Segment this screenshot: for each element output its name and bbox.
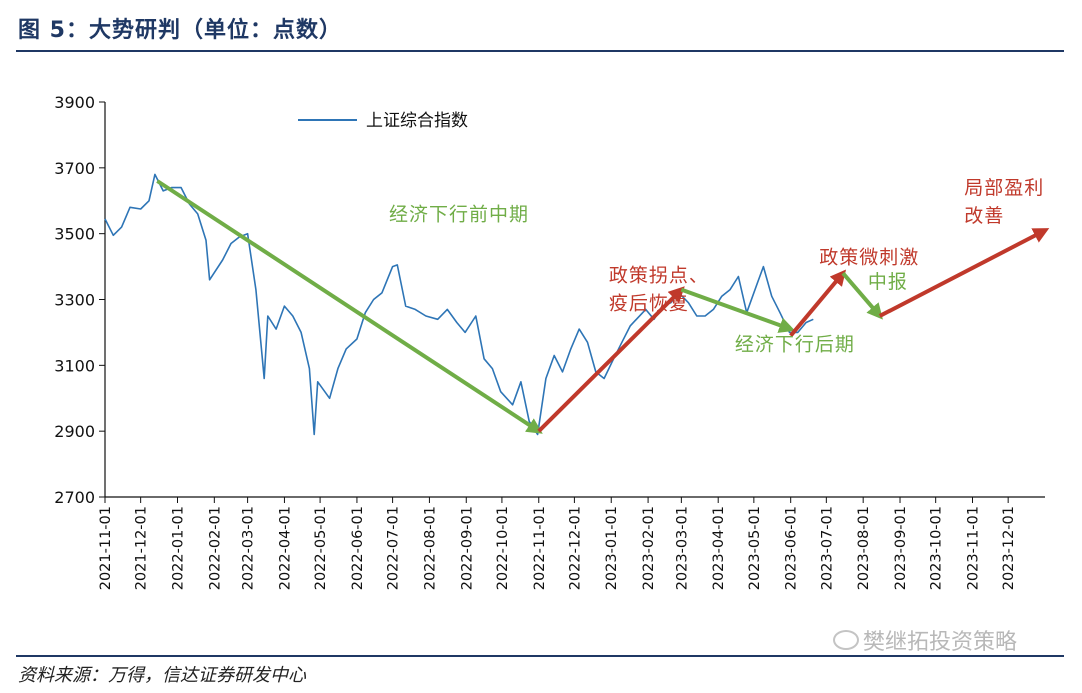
x-tick-label: 2022-12-01 [567, 506, 583, 590]
trend-arrow [878, 228, 1050, 318]
top-rule [16, 50, 1064, 52]
x-tick-label: 2023-12-01 [1001, 506, 1017, 590]
annotation-label: 经济下行前中期 [389, 204, 529, 226]
axes: 2700 2900 3100 3300 3500 3700 3900 2021-11-01 20… [54, 93, 1045, 590]
arrow-layer [156, 179, 1050, 434]
annotation-label: 中报 [868, 271, 908, 293]
x-tick-label: 2022-09-01 [459, 506, 475, 590]
x-tick-label: 2022-04-01 [277, 506, 293, 590]
x-tick-label: 2023-08-01 [856, 506, 872, 590]
x-tick-label: 2022-10-01 [495, 506, 511, 590]
x-tick-label: 2022-02-01 [207, 506, 223, 590]
x-tick-label: 2022-03-01 [241, 506, 257, 590]
y-tick-label: 2700 [54, 488, 95, 507]
trend-arrow [680, 287, 796, 333]
legend-label: 上证综合指数 [366, 111, 468, 131]
x-tick-label: 2023-07-01 [819, 506, 835, 590]
x-tick-label: 2022-11-01 [532, 506, 548, 590]
x-tick-label: 2023-01-01 [604, 506, 620, 590]
bottom-rule [16, 655, 1064, 657]
x-tick-label: 2023-03-01 [674, 506, 690, 590]
x-tick-label: 2023-04-01 [711, 506, 727, 590]
y-tick-label: 3500 [54, 225, 95, 244]
annotation-label: 局部盈利 [964, 177, 1044, 199]
x-tick-label: 2023-05-01 [747, 506, 763, 590]
annotation-label: 经济下行后期 [735, 334, 855, 356]
watermark: 樊继拓投资策略 [833, 624, 1017, 656]
trend-arrow [841, 271, 883, 320]
x-tick-label: 2022-05-01 [313, 506, 329, 590]
x-tick-label: 2021-11-01 [98, 506, 114, 590]
y-tick-label: 3700 [54, 159, 95, 178]
legend: 上证综合指数 [298, 111, 468, 131]
annotation-label: 政策微刺激 [819, 246, 919, 268]
x-tick-label: 2023-10-01 [929, 506, 945, 590]
trend-arrow [789, 269, 847, 337]
y-tick-label: 3900 [54, 93, 95, 112]
x-tick-label: 2022-06-01 [350, 506, 366, 590]
y-tick-label: 2900 [54, 422, 95, 441]
x-tick-label: 2022-01-01 [170, 506, 186, 590]
series-layer [104, 173, 814, 436]
trend-arrow [156, 179, 543, 434]
annotation-label: 疫后恢复 [609, 292, 689, 314]
x-tick-label: 2022-07-01 [386, 506, 402, 590]
x-tick-label: 2023-09-01 [893, 506, 909, 590]
x-tick-label: 2023-06-01 [784, 506, 800, 590]
y-tick-label: 3300 [54, 291, 95, 310]
annotation-label: 改善 [964, 205, 1004, 227]
x-tick-label: 2023-11-01 [966, 506, 982, 590]
trend-arrow [537, 286, 685, 433]
watermark-text: 樊继拓投资策略 [863, 630, 1018, 655]
figure-title: 图 5：大势研判（单位：点数） [18, 18, 342, 43]
x-tick-label: 2021-12-01 [134, 506, 150, 590]
source-note: 资料来源：万得，信达证券研发中心 [18, 665, 306, 686]
wechat-icon [833, 630, 859, 650]
x-tick-label: 2023-02-01 [641, 506, 657, 590]
y-tick-label: 3100 [54, 356, 95, 375]
x-tick-label: 2022-08-01 [422, 506, 438, 590]
series-line [104, 173, 814, 436]
annotation-label: 政策拐点、 [609, 264, 709, 286]
